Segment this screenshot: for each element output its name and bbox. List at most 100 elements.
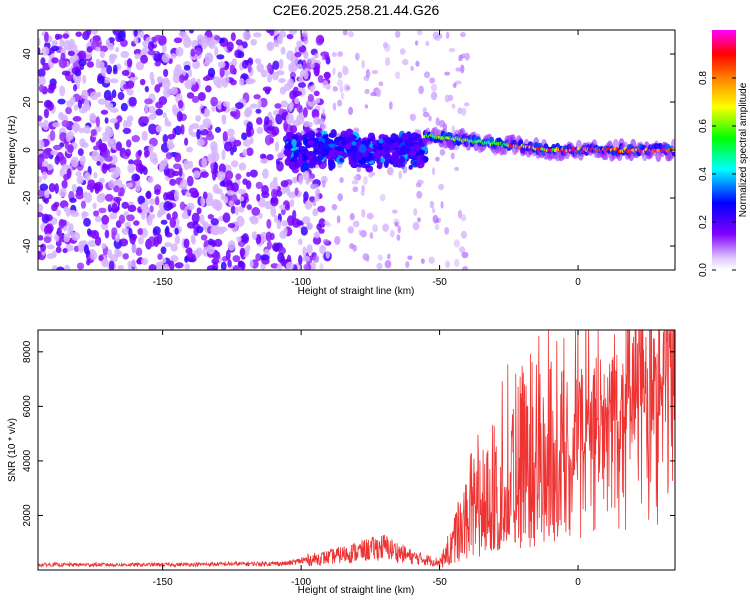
- spectrogram-cell: [133, 30, 138, 37]
- spectrogram-cell: [414, 40, 419, 46]
- spectrogram-cell: [127, 163, 136, 174]
- spectrogram-cell: [410, 65, 415, 71]
- spectrogram-cell: [202, 76, 211, 82]
- spectrogram-cell: [278, 78, 286, 84]
- spectrogram-cell: [371, 135, 376, 142]
- spectrogram-cell: [460, 214, 467, 222]
- spectrogram-cell: [162, 112, 167, 119]
- spectrogram-cell: [71, 183, 77, 193]
- spectrogram-cell: [390, 155, 399, 164]
- spectrogram-cell: [422, 111, 430, 118]
- spectrogram-cell: [253, 32, 262, 38]
- spectrogram-cell: [251, 231, 257, 240]
- spectrogram-cell: [313, 52, 319, 59]
- spectrogram-cell: [242, 148, 248, 157]
- spectrogram-cell: [294, 187, 299, 196]
- spectrogram-cell: [93, 210, 100, 217]
- spectrogram-cell: [434, 224, 440, 231]
- spectrogram-cell: [175, 46, 184, 57]
- spectrogram-cell: [127, 204, 137, 213]
- spectrogram-cell: [232, 255, 241, 263]
- spectrogram-cell: [459, 246, 466, 254]
- spectrogram-cell: [46, 253, 55, 259]
- spectrogram-cell: [183, 37, 192, 49]
- spectrogram-cell: [170, 53, 177, 59]
- spectrogram-cell: [210, 96, 219, 107]
- spectrogram-cell: [416, 160, 425, 169]
- spectrogram-cell: [357, 163, 364, 168]
- spectrogram-cell: [134, 53, 141, 60]
- spectrogram-cell: [298, 255, 303, 266]
- spectrogram-cell: [123, 83, 130, 90]
- spectrogram-cell: [135, 60, 145, 71]
- spectrogram-cell: [307, 94, 315, 102]
- spectrogram-cell: [131, 135, 141, 143]
- spectrogram-cell: [352, 186, 359, 193]
- spectrogram-cell: [61, 70, 71, 76]
- spectrogram-cell: [420, 258, 425, 264]
- spectrogram-cell: [373, 151, 381, 159]
- spectrogram-cell: [49, 150, 59, 156]
- spectrogram-cell: [237, 50, 245, 59]
- snr-y-tick-label: 6000: [22, 395, 33, 418]
- spectrogram-cell: [137, 195, 146, 205]
- spectrogram-cell: [301, 162, 310, 171]
- snr-y-tick-label: 4000: [22, 449, 33, 472]
- spectrogram-cell: [313, 65, 320, 77]
- spectrogram-cell: [317, 205, 326, 213]
- spectrogram-cell: [47, 101, 55, 111]
- spectrogram-cell: [116, 250, 123, 258]
- spectrogram-cell: [107, 138, 114, 148]
- spectrogram-cell: [319, 262, 324, 270]
- spectrogram-cell: [281, 220, 289, 227]
- spectrogram-cell: [73, 124, 79, 134]
- spectrogram-cell: [267, 73, 273, 83]
- spectrogram-cell: [317, 75, 324, 83]
- spectrogram-cell: [106, 64, 113, 75]
- spectrogram-cell: [255, 181, 263, 190]
- spectrogram-cell: [255, 108, 262, 114]
- spectrogram-cell: [349, 243, 355, 250]
- spectrogram-cell: [230, 205, 236, 215]
- spectrogram-cell: [192, 60, 201, 70]
- spectrogram-cell: [276, 190, 283, 197]
- spectrogram-cell: [226, 41, 234, 52]
- spectrogram-cell: [258, 212, 263, 220]
- spectrogram-cell: [398, 170, 403, 180]
- spectrogram-cell: [97, 75, 105, 85]
- spectrogram-cell: [104, 125, 112, 136]
- spectrogram-cell: [271, 188, 278, 199]
- spectrogram-cell: [40, 243, 47, 252]
- spectrogram-cell: [445, 31, 450, 40]
- spectrogram-cell: [432, 167, 436, 176]
- spectrogram-cell: [307, 139, 315, 145]
- spectrogram-cell: [121, 69, 130, 77]
- spectrogram-cell: [241, 233, 250, 245]
- spectrogram-cell: [95, 116, 101, 128]
- spectrogram-cell: [432, 31, 440, 40]
- spectrogram-cell: [122, 119, 128, 130]
- spectrogram-cell: [81, 90, 89, 100]
- spectrogram-cell: [249, 169, 258, 178]
- spectrogram-cell: [77, 99, 82, 109]
- spectrogram-cell: [153, 53, 162, 63]
- spectrogram-cell: [197, 92, 206, 102]
- spectrogram-cell: [72, 115, 82, 122]
- spectrogram-cell: [101, 258, 109, 268]
- spectrogram-cell: [83, 217, 91, 227]
- spectrogram-cell: [140, 202, 149, 211]
- spectrogram-cell: [305, 151, 311, 157]
- spectrogram-cell: [154, 83, 161, 93]
- spectrogram-cell: [51, 203, 58, 212]
- spectrogram-cell: [199, 124, 205, 131]
- spectrogram-cell: [438, 33, 443, 39]
- spectrogram-panel: -150 -100 -50 0 -40 -20 0 20 40 Height of straig…: [7, 29, 676, 297]
- spectrogram-cell: [289, 64, 298, 72]
- spectrogram-cell: [376, 88, 382, 98]
- spectrogram-cell: [298, 153, 303, 163]
- spectrogram-cell: [89, 112, 96, 121]
- spectrogram-cell: [296, 104, 303, 113]
- spectrogram-cell: [170, 243, 178, 252]
- spectrogram-cell: [250, 38, 258, 46]
- spectrogram-cell: [71, 231, 81, 241]
